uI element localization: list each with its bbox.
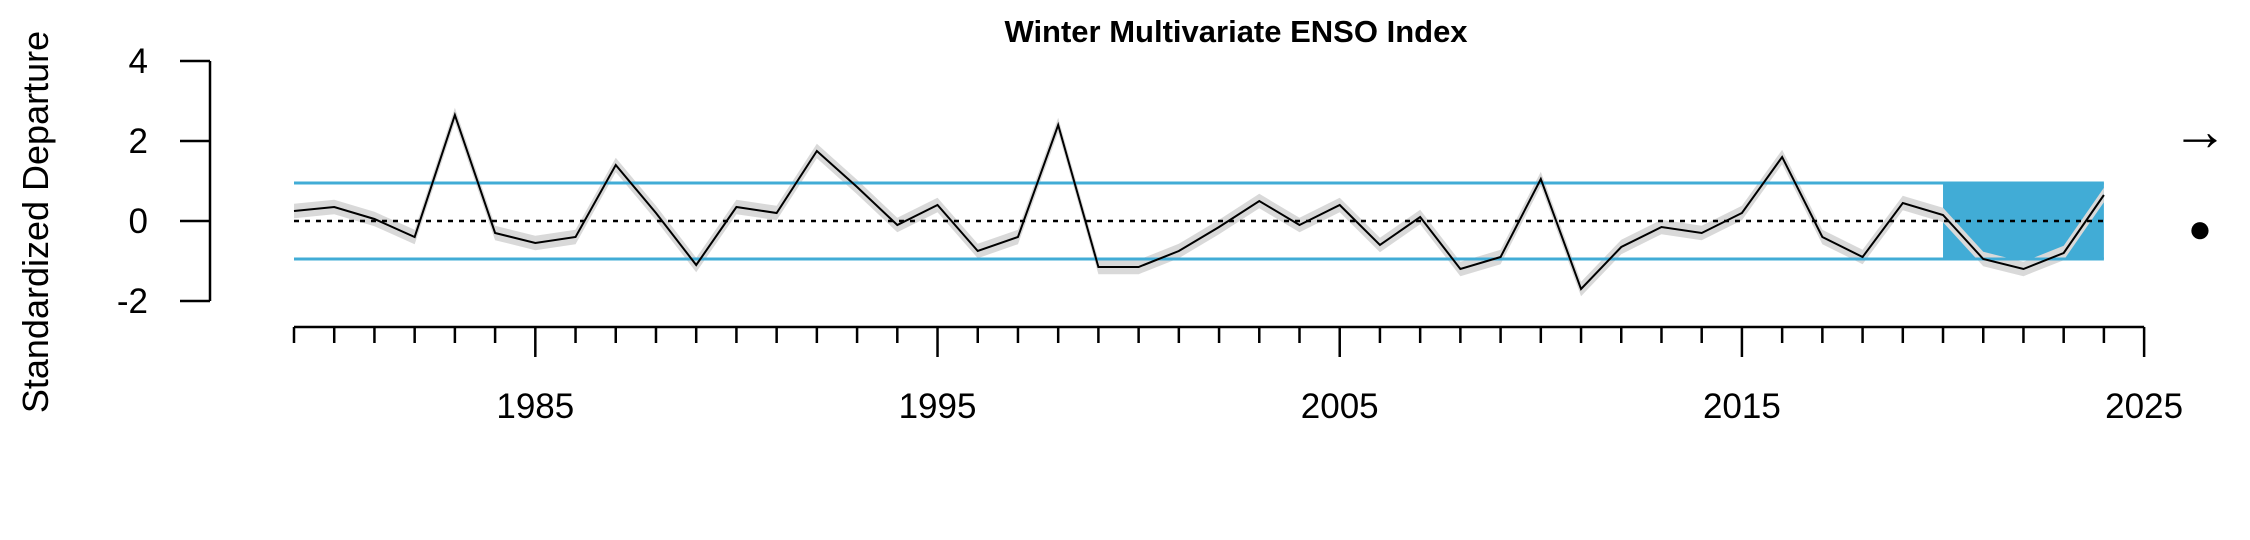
y-tick-label: 2 (129, 122, 148, 161)
data-line (293, 111, 2105, 291)
chart-title: Winter Multivariate ENSO Index (1004, 14, 1468, 49)
y-tick-label: -2 (117, 282, 148, 321)
trend-arrow-icon: → (2172, 99, 2228, 162)
x-tick-label: 2025 (2105, 387, 2183, 426)
x-tick-label: 1985 (496, 387, 574, 426)
plot-area: -2 0 2 4 1985 1995 2005 2015 2025 (117, 42, 2183, 426)
x-tick-label: 1995 (899, 387, 977, 426)
uncertainty-band (294, 107, 2104, 297)
x-tick-label: 2005 (1301, 387, 1379, 426)
x-tick-label: 2015 (1703, 387, 1781, 426)
y-tick-label: 4 (129, 42, 148, 81)
status-dot-icon: ● (2188, 207, 2212, 251)
y-tick-label: 0 (129, 202, 148, 241)
y-axis-label: Standardized Departure (15, 31, 56, 413)
